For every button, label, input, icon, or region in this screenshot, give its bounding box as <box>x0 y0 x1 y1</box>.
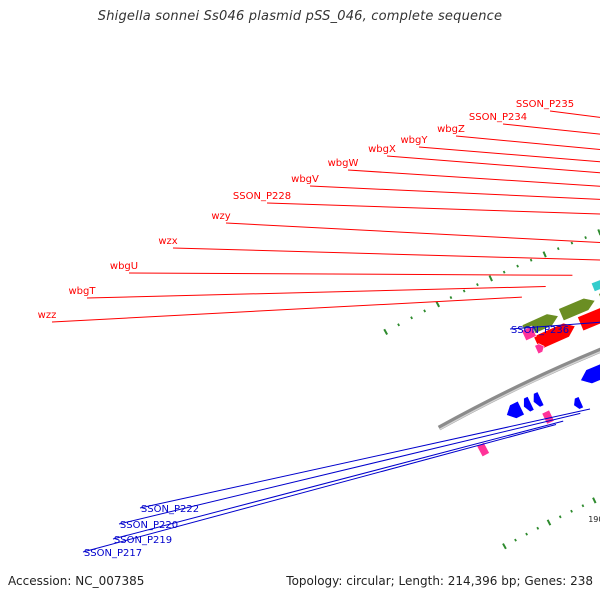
reverse-gene-label: SSON_P222 <box>141 504 199 515</box>
forward-gene-label: wbgW <box>328 158 359 169</box>
tick-outer <box>476 283 479 287</box>
orf-feature <box>534 343 545 355</box>
label-leader-line <box>455 135 600 150</box>
reverse-gene-label: SSON_P217 <box>84 548 142 559</box>
reverse-cds-arrow <box>533 391 545 408</box>
forward-gene-label: wbgZ <box>437 124 465 135</box>
label-leader-line <box>139 408 591 509</box>
tick-outer <box>556 247 560 251</box>
map-title: Shigella sonnei Ss046 plasmid pSS_046, c… <box>97 9 503 24</box>
reverse-cds-arrow <box>580 363 600 384</box>
tick-inner <box>581 504 585 508</box>
forward-gene-label: SSON_P234 <box>469 112 527 123</box>
features-layer <box>476 279 600 458</box>
reverse-gene-label: SSON_P220 <box>120 520 178 531</box>
tick-outer <box>516 264 519 268</box>
tick-outer <box>584 236 587 240</box>
label-leader-line <box>172 247 600 261</box>
tick-inner <box>570 509 573 513</box>
label-leader-line <box>266 202 600 215</box>
label-leader-line <box>509 321 600 330</box>
forward-gene-label: wzy <box>211 211 230 222</box>
forward-gene-label: wbgT <box>69 286 97 297</box>
tick-inner <box>514 538 517 542</box>
tick-outer <box>423 309 427 313</box>
tick-outer <box>435 301 441 308</box>
label-leader-line <box>347 169 600 187</box>
reverse-cds-arrow <box>506 400 525 419</box>
labels-layer: 190 kbp192 kbp194 kbp196 kbp198 kbp200 k… <box>38 99 600 559</box>
forward-gene-label: wzx <box>158 236 177 247</box>
tick-inner <box>502 543 507 550</box>
label-leader-line <box>128 272 573 276</box>
scale-label: 190 kbp <box>588 515 600 524</box>
forward-gene-label: SSON_P235 <box>516 99 574 110</box>
label-leader-line <box>82 424 557 553</box>
label-leader-line <box>112 420 564 540</box>
tick-outer <box>410 316 413 320</box>
tick-outer <box>449 296 453 300</box>
label-leader-line <box>418 146 600 163</box>
tick-outer <box>462 289 466 293</box>
plasmid-backbone-highlight <box>439 351 600 431</box>
forward-gene-label: SSON_P228 <box>233 191 291 202</box>
tick-inner <box>536 526 540 530</box>
tick-inner <box>546 519 552 526</box>
forward-gene-label: wbgY <box>401 135 429 146</box>
forward-gene-label: wzz <box>38 310 57 321</box>
summary-text: Topology: circular; Length: 214,396 bp; … <box>286 574 593 588</box>
tick-outer <box>529 258 533 262</box>
tick-outer <box>597 229 600 236</box>
tick-rings <box>383 229 600 550</box>
label-leader-line <box>86 286 546 299</box>
label-lines <box>51 110 600 553</box>
forward-cds-arrow <box>577 307 600 332</box>
label-leader-line <box>386 155 600 174</box>
tick-outer <box>383 328 389 336</box>
tick-outer <box>488 275 493 282</box>
tick-outer <box>502 270 506 274</box>
label-leader-line <box>51 296 522 323</box>
forward-gene-label: wbgV <box>291 174 319 185</box>
forward-gene-label: wbgU <box>110 261 138 272</box>
accession-text: Accession: NC_007385 <box>8 574 145 588</box>
label-leader-line <box>225 222 600 244</box>
label-leader-line <box>118 412 581 525</box>
label-leader-line <box>309 185 600 200</box>
tick-inner <box>525 532 528 536</box>
tick-inner <box>558 515 562 519</box>
cog-feature <box>558 297 596 322</box>
label-leader-line <box>502 123 600 135</box>
reverse-cds-arrow <box>523 395 535 413</box>
tick-outer <box>570 241 574 245</box>
plasmid-backbone <box>437 347 600 431</box>
tick-outer <box>542 251 547 258</box>
reverse-gene-label: SSON_P236 <box>511 325 569 336</box>
tick-outer <box>397 323 400 327</box>
cyan-feature <box>590 279 600 292</box>
label-leader-line <box>549 110 600 118</box>
reverse-cds-arrow <box>573 396 584 410</box>
reverse-gene-label: SSON_P219 <box>114 535 172 546</box>
forward-gene-label: wbgX <box>368 144 396 155</box>
tick-inner <box>592 497 597 504</box>
orf-feature <box>476 442 490 458</box>
